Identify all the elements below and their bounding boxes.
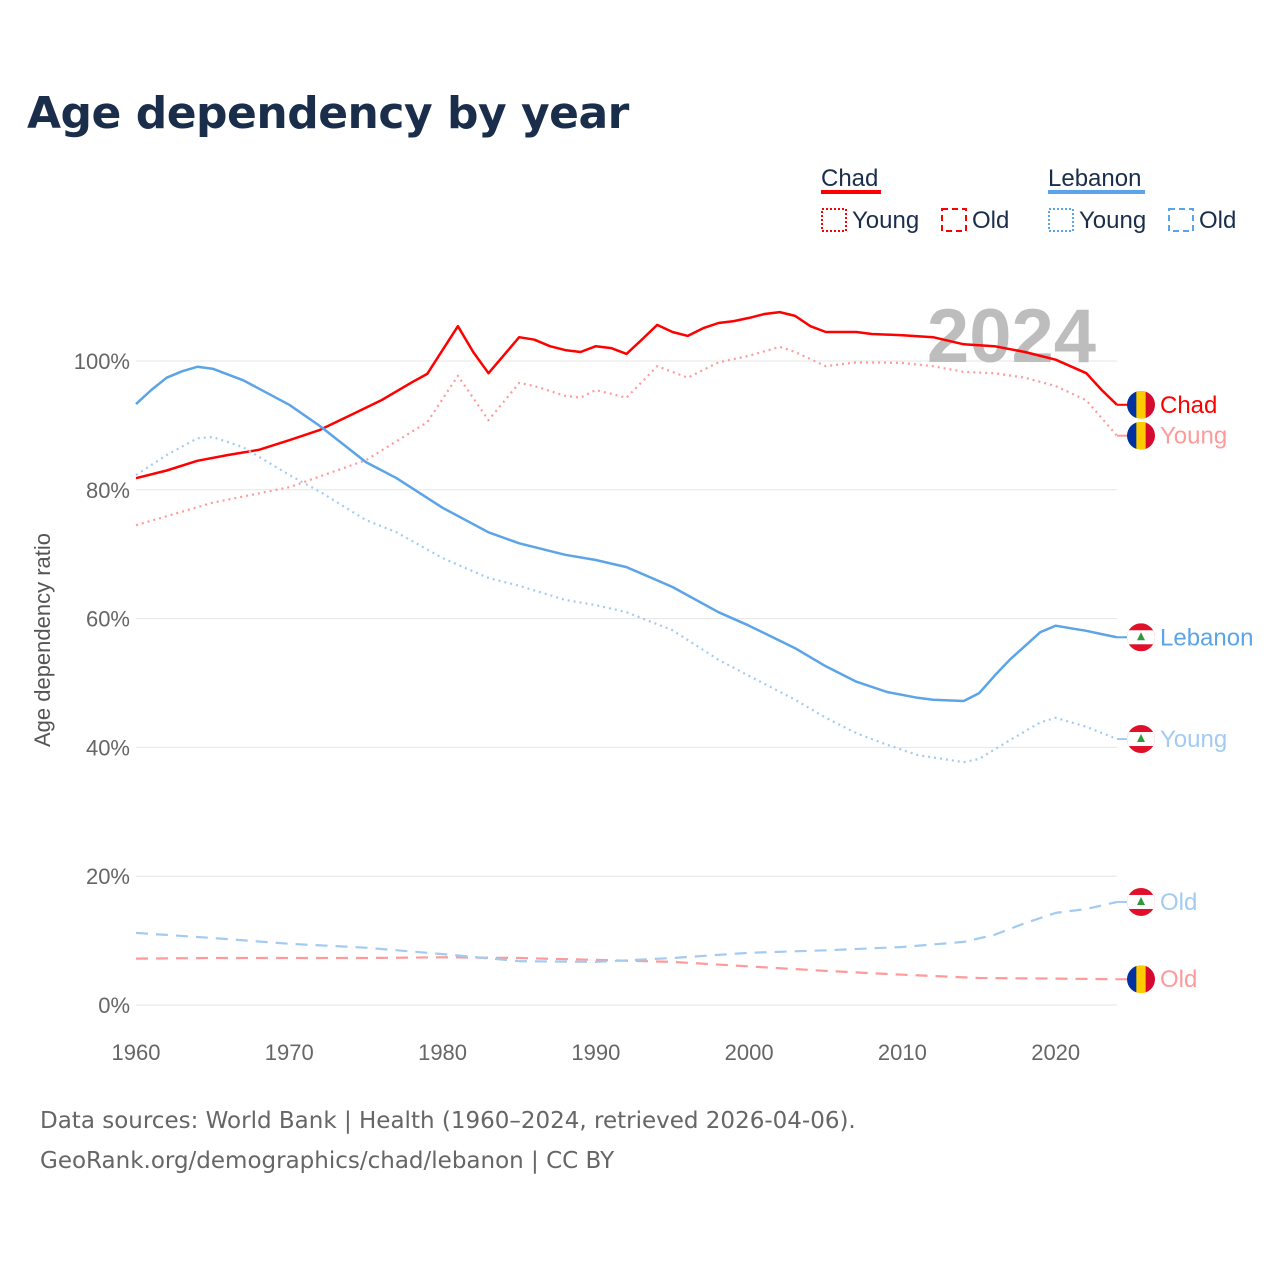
y-tick-label: 80%	[86, 478, 130, 503]
legend-swatch-solid	[1048, 190, 1145, 194]
data-source: Data sources: World Bank | Health (1960–…	[40, 1108, 856, 1134]
legend-swatch-old	[1168, 208, 1194, 232]
series-line-chad-young	[135, 345, 1118, 527]
x-tick-label: 1960	[112, 1040, 161, 1065]
y-tick-label: 40%	[86, 735, 130, 760]
y-axis-label: Age dependency ratio	[30, 533, 55, 747]
legend-group-chad: Chad	[821, 165, 878, 192]
chart-title: Age dependency by year	[27, 88, 629, 139]
legend-item-old: Old	[972, 207, 1009, 234]
y-tick-label: 20%	[86, 864, 130, 889]
cedar-icon	[1137, 896, 1145, 905]
legend-swatch-old	[941, 208, 967, 232]
x-tick-label: 1970	[265, 1040, 314, 1065]
series-line-lebanon-old	[135, 900, 1118, 963]
series-end-label: Chad	[1160, 392, 1217, 419]
series-line-chad	[135, 310, 1118, 480]
series-end-label: Young	[1160, 423, 1227, 450]
x-tick-label: 2010	[878, 1040, 927, 1065]
series-line-lebanon	[135, 365, 1118, 703]
legend-group-lebanon: Lebanon	[1048, 165, 1141, 192]
legend-item-young: Young	[852, 207, 919, 234]
series-line-lebanon-young	[135, 435, 1118, 764]
chad-flag-icon	[1136, 965, 1147, 994]
chad-flag-icon	[1136, 421, 1147, 450]
legend-swatch-young	[821, 208, 847, 232]
cedar-icon	[1137, 734, 1145, 743]
x-tick-label: 1980	[418, 1040, 467, 1065]
legend-item-old: Old	[1199, 207, 1236, 234]
cedar-icon	[1137, 632, 1145, 641]
attribution-link[interactable]: GeoRank.org/demographics/chad/lebanon | …	[40, 1148, 615, 1174]
chad-flag-icon	[1127, 421, 1137, 450]
series-end-label: Old	[1160, 889, 1197, 916]
x-tick-label: 1990	[571, 1040, 620, 1065]
chad-flag-icon	[1145, 390, 1155, 419]
chad-flag-icon	[1127, 965, 1137, 994]
y-tick-label: 60%	[86, 607, 130, 632]
y-tick-label: 0%	[98, 993, 130, 1018]
x-tick-label: 2020	[1031, 1040, 1080, 1065]
series-end-label: Young	[1160, 726, 1227, 753]
legend-swatch-young	[1048, 208, 1074, 232]
series-end-label: Lebanon	[1160, 624, 1253, 651]
series-end-label: Old	[1160, 966, 1197, 993]
x-tick-label: 2000	[725, 1040, 774, 1065]
chad-flag-icon	[1145, 421, 1155, 450]
legend-swatch-solid	[821, 190, 881, 194]
y-tick-label: 100%	[74, 349, 130, 374]
chad-flag-icon	[1136, 390, 1147, 419]
series-line-chad-old	[135, 956, 1118, 981]
chad-flag-icon	[1145, 965, 1155, 994]
legend-item-young: Young	[1079, 207, 1146, 234]
chad-flag-icon	[1127, 390, 1137, 419]
